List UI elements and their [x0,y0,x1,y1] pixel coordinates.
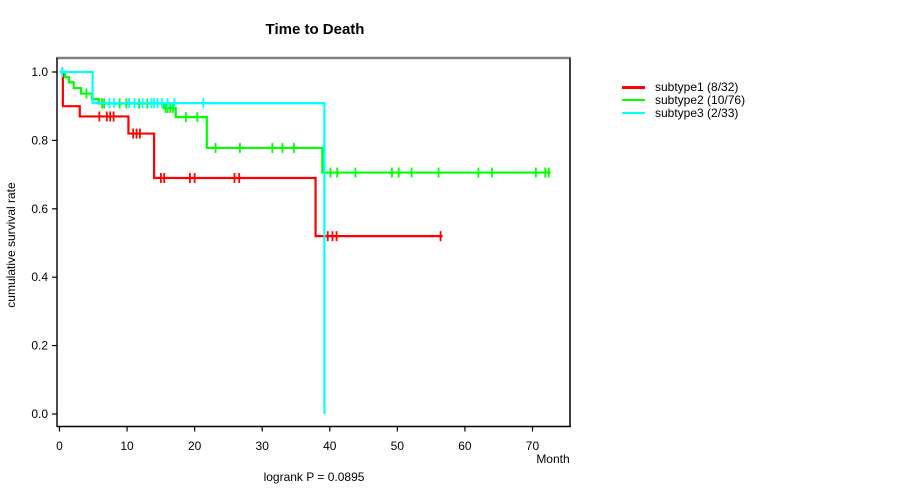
x-tick-label: 60 [458,439,472,453]
logrank-annotation: logrank P = 0.0895 [263,470,365,484]
chart-title: Time to Death [265,21,365,38]
y-axis-label: cumulative survival rate [4,182,18,308]
legend-line-swatch [622,111,645,115]
x-tick-label: 10 [120,439,134,453]
y-tick-label: 0.6 [31,202,48,216]
legend-item-subtype2: subtype2 (10/76) [622,93,746,108]
survival-curve-subtype2 [59,70,551,174]
y-tick-label: 0.4 [31,270,48,284]
x-axis-label: Month [536,452,570,466]
legend-line-swatch [622,86,645,89]
x-tick-label: 0 [56,439,63,453]
survival-curve-subtype3 [59,70,326,414]
legend-label: subtype2 (10/76) [655,93,746,108]
y-tick-label: 0.2 [31,339,48,353]
survival-curve-subtype1 [59,70,443,238]
y-tick-label: 0.0 [31,407,48,421]
x-tick-label: 20 [188,439,202,453]
legend-label: subtype3 (2/33) [655,106,739,120]
x-tick-label: 50 [391,439,405,453]
y-tick-label: 0.8 [31,133,48,147]
legend-label: subtype1 (8/32) [655,80,739,95]
legend-item-subtype3: subtype3 (2/33) [622,106,745,120]
legend-item-subtype1: subtype1 (8/32) [622,80,745,95]
legend: subtype1 (8/32) subtype2 (10/76) subtype3 … [622,80,746,120]
legend-line-swatch [622,98,645,102]
x-tick-label: 70 [526,439,540,453]
y-tick-label: 1.0 [31,65,48,79]
x-tick-label: 30 [256,439,270,453]
x-tick-label: 40 [323,439,337,453]
